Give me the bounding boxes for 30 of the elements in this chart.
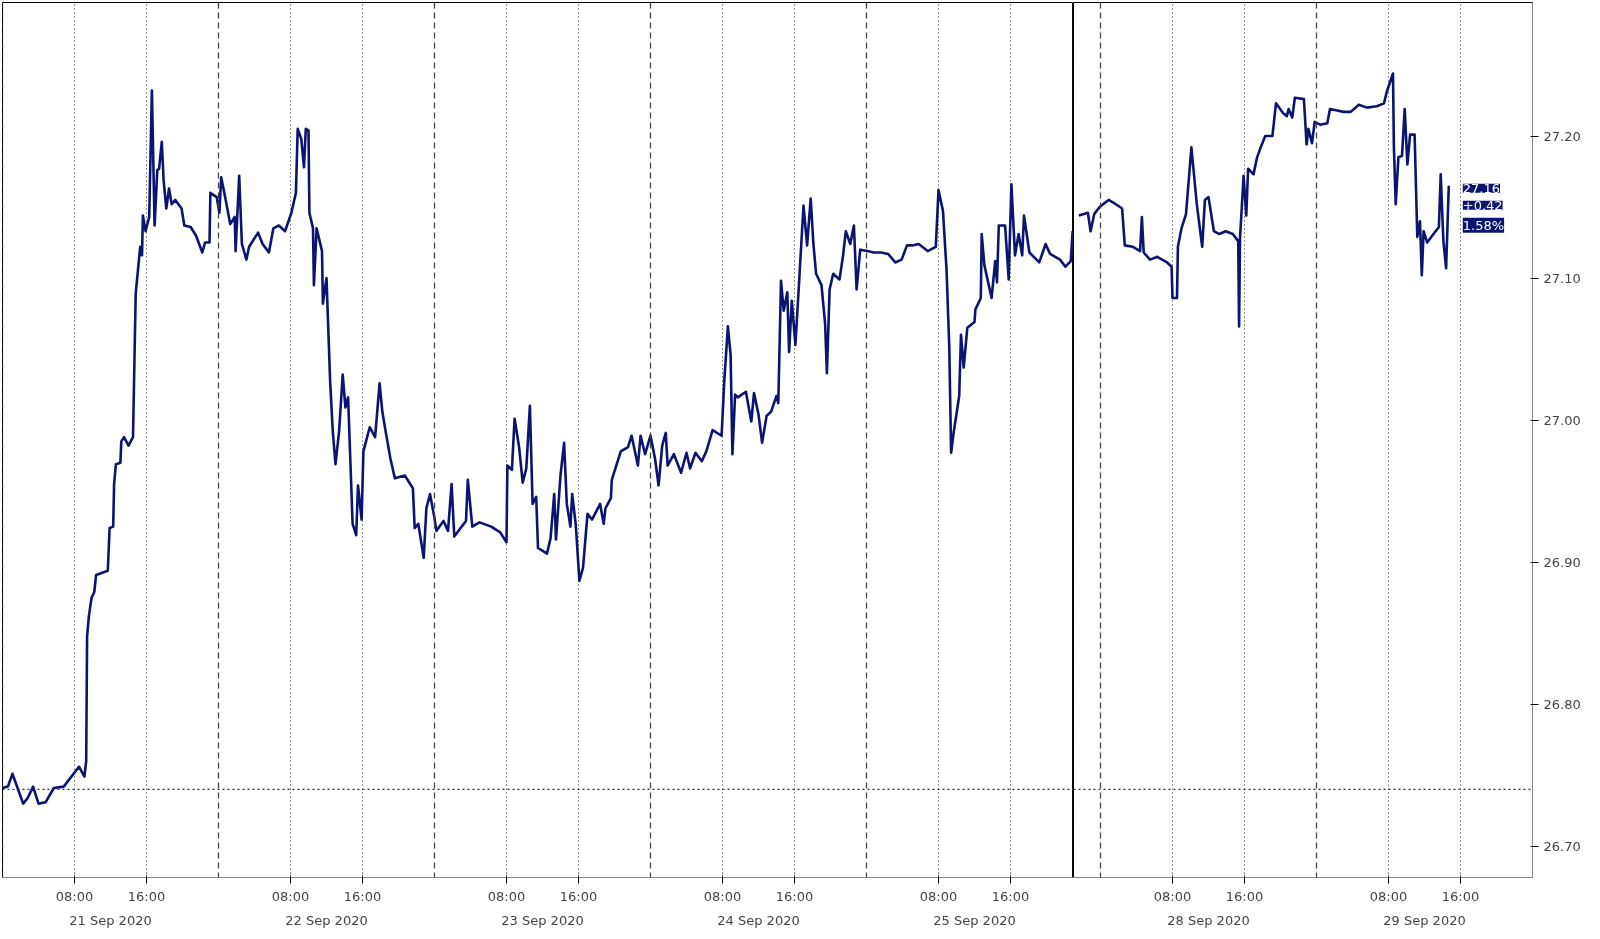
x2-tick-label: 28 Sep 2020 [1167,912,1250,928]
x2-tick-label: 21 Sep 2020 [69,912,152,928]
x2-tick-label: 22 Sep 2020 [285,912,368,928]
x-tick-label: 16:00 [559,888,598,904]
x2-tick-label: 24 Sep 2020 [717,912,800,928]
x2-tick-label: 29 Sep 2020 [1383,912,1466,928]
x-tick-label: 08:00 [1153,888,1192,904]
y-tick-label: 26.80 [1543,696,1581,712]
annotation: 27.16 [1462,180,1501,196]
y-tick-label: 26.70 [1543,838,1581,854]
annotation: 1.58% [1462,217,1505,233]
x-tick-label: 08:00 [487,888,526,904]
x-tick-label: 08:00 [703,888,742,904]
x-tick-label: 08:00 [1369,888,1408,904]
y-tick-label: 27.00 [1543,412,1581,428]
x-tick-label: 16:00 [991,888,1030,904]
annotation: +0.42 [1462,197,1503,213]
x-tick-label: 08:00 [55,888,94,904]
x-tick-label: 08:00 [271,888,310,904]
x-tick-label: 08:00 [919,888,958,904]
x-tick-label: 16:00 [127,888,166,904]
y-tick-label: 27.10 [1543,270,1581,286]
x-tick-label: 16:00 [1225,888,1264,904]
x-tick-label: 16:00 [343,888,382,904]
y-tick-label: 26.90 [1543,554,1581,570]
x-tick-label: 16:00 [775,888,814,904]
x2-tick-label: 25 Sep 2020 [933,912,1016,928]
y-tick-label: 27.20 [1543,128,1581,144]
x2-tick-label: 23 Sep 2020 [501,912,584,928]
x-tick-label: 16:00 [1441,888,1480,904]
